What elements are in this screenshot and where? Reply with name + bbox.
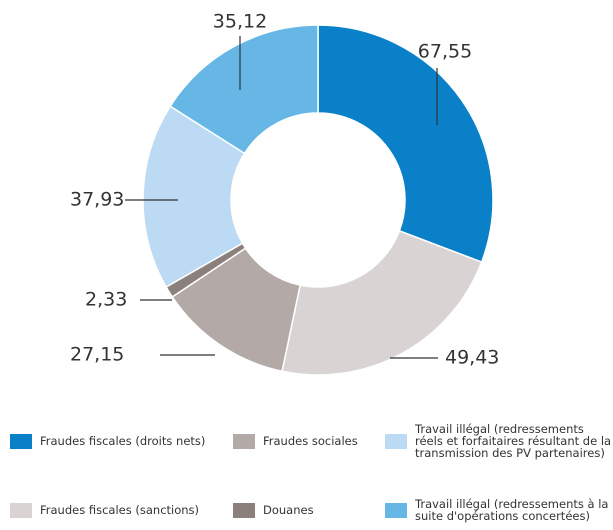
legend-item: Fraudes fiscales (sanctions)	[10, 490, 210, 530]
legend-label: Travail illégal (redressements à la suit…	[415, 497, 609, 523]
donut-slice	[317, 24, 494, 264]
legend-label: Fraudes sociales	[263, 434, 358, 448]
legend-label: Fraudes fiscales (sanctions)	[40, 503, 200, 517]
legend-item: Travail illégal (redressements réels et …	[385, 421, 613, 461]
legend-item: Travail illégal (redressements à la suit…	[385, 490, 613, 530]
legend-swatch	[10, 502, 32, 518]
legend-label: Douanes	[263, 503, 314, 517]
legend-label: Fraudes fiscales (droits nets)	[40, 434, 206, 448]
legend-swatch	[10, 433, 32, 449]
donut-slice	[281, 229, 483, 376]
legend-swatch	[385, 433, 407, 449]
data-label: 2,33	[85, 289, 127, 311]
legend-item: Douanes	[233, 490, 433, 530]
data-label: 67,55	[418, 41, 472, 63]
data-label: 27,15	[70, 344, 124, 366]
legend-swatch	[233, 433, 255, 449]
legend-swatch	[233, 502, 255, 518]
legend-item: Fraudes fiscales (droits nets)	[10, 421, 210, 461]
data-label: 37,93	[70, 189, 124, 211]
legend-item: Fraudes sociales	[233, 421, 433, 461]
donut-slice	[169, 24, 319, 155]
data-label: 49,43	[445, 347, 499, 369]
legend-swatch	[385, 502, 407, 518]
data-label: 35,12	[213, 11, 267, 33]
legend-label: Travail illégal (redressements réels et …	[415, 422, 612, 460]
donut-slice	[142, 105, 246, 289]
